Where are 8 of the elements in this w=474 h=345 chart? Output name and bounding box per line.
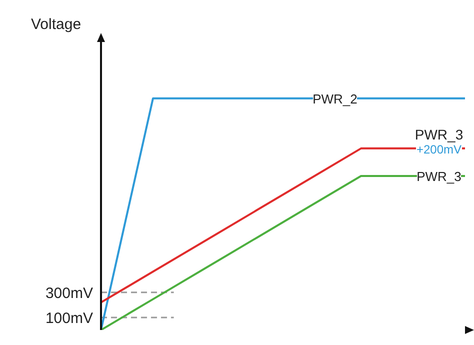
- y-axis-title: Voltage: [31, 16, 82, 33]
- series-label: PWR_3: [414, 126, 464, 142]
- line-series: [101, 147, 465, 304]
- series-label: PWR_2: [312, 91, 358, 106]
- series-label: PWR_3: [416, 168, 462, 184]
- y-tick-label: 300mV: [45, 284, 93, 302]
- y-tick-label: 100mV: [45, 310, 93, 327]
- annotation: +200mV: [416, 142, 462, 156]
